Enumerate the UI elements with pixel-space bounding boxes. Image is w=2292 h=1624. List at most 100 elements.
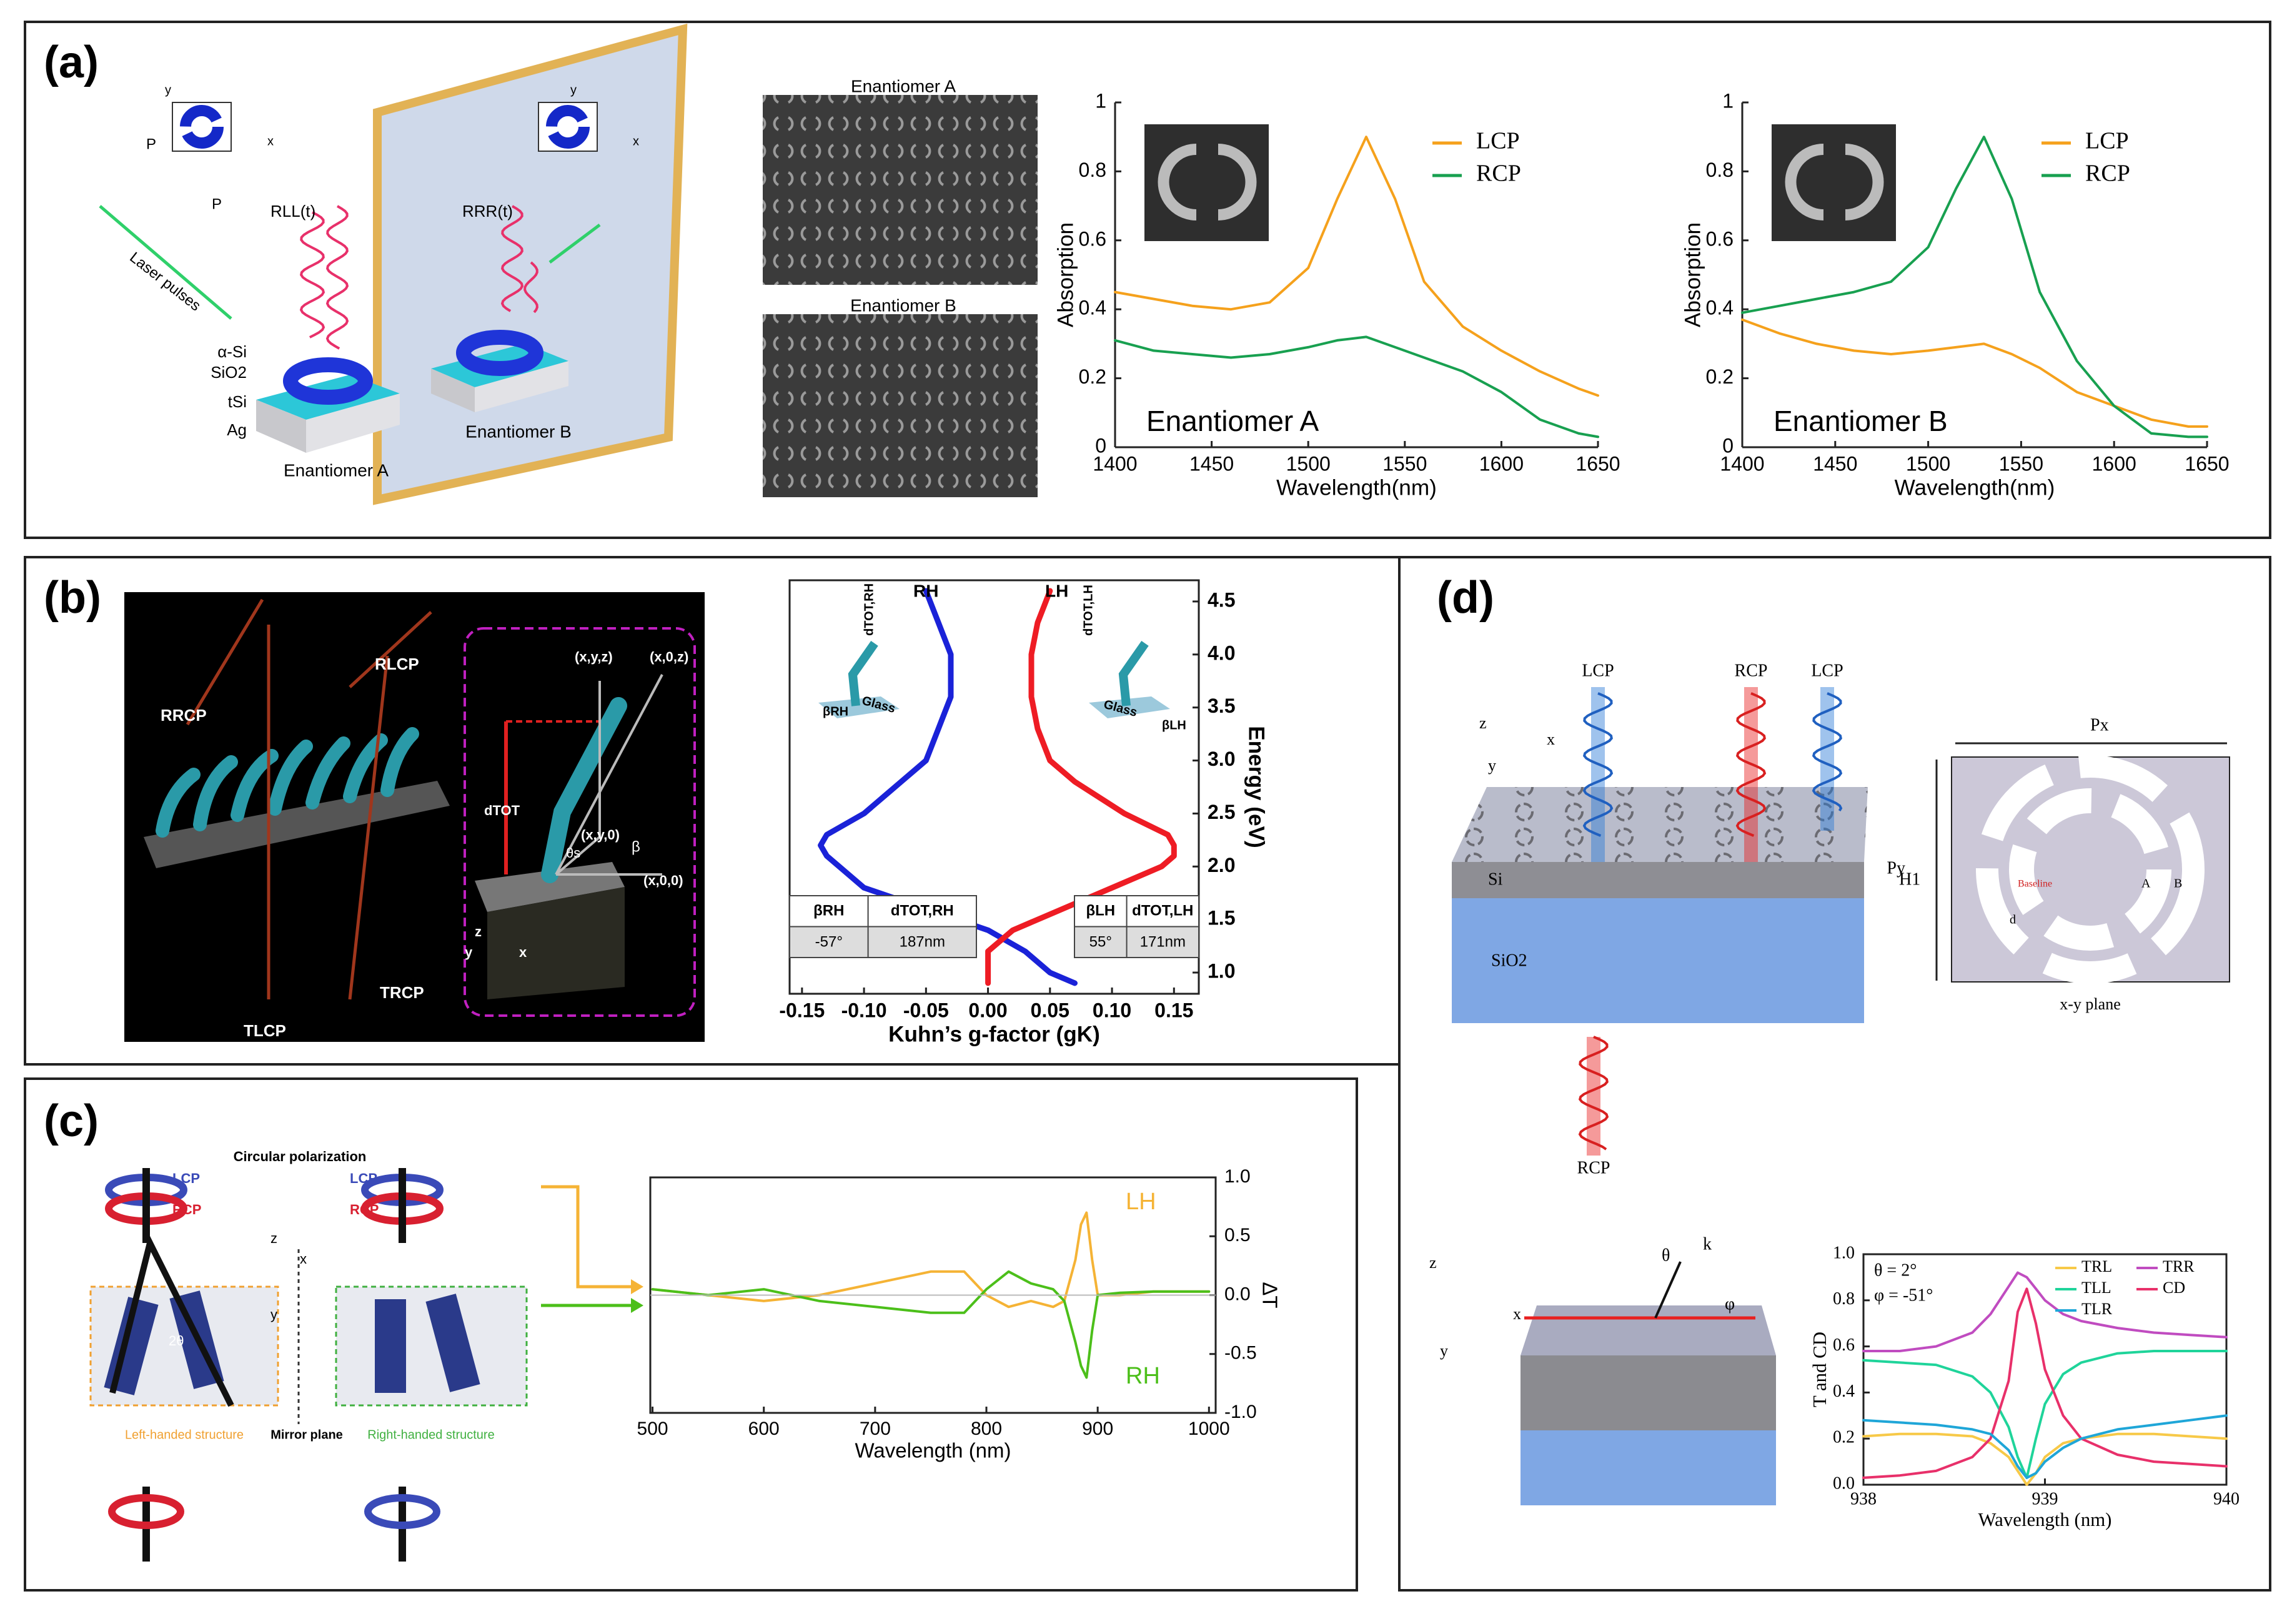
table-header: dTOT,RH: [891, 902, 954, 919]
label: k: [1703, 1234, 1712, 1254]
y-tick-label: 0.5: [1224, 1225, 1251, 1245]
x-tick-label: 700: [860, 1419, 891, 1439]
y-tick-label: 0.2: [1079, 365, 1106, 388]
y-tick-label: 0.4: [1706, 297, 1734, 319]
label: y: [270, 1307, 277, 1322]
y-tick-label: 3.5: [1208, 695, 1235, 717]
label: TLCP: [244, 1021, 286, 1040]
y-tick-label: 0.2: [1706, 365, 1734, 388]
series-line: [651, 1211, 1211, 1309]
sem-ring: [1785, 144, 1884, 220]
table-header: βRH: [813, 902, 844, 919]
label: tSi: [228, 392, 247, 411]
series-label: RH: [913, 581, 938, 600]
label: x: [1547, 730, 1555, 748]
series-line: [985, 588, 1177, 986]
label: (x,y,z): [575, 649, 613, 665]
label: Circular polarization: [234, 1149, 367, 1164]
x-tick-label: 1400: [1093, 452, 1137, 475]
label: LCP: [172, 1171, 200, 1186]
label: LCP: [1811, 661, 1843, 680]
panel-label: (d): [1437, 573, 1494, 623]
y-axis-label: ΔT: [1258, 1282, 1281, 1308]
label: Ag: [227, 420, 247, 439]
label: TRCP: [380, 983, 424, 1002]
table-cell: 171nm: [1140, 933, 1186, 950]
label: y: [1440, 1342, 1448, 1360]
label: x: [267, 134, 274, 148]
inset-label: βRH: [823, 705, 848, 718]
legend-label: TRR: [2163, 1257, 2195, 1275]
series-label: LH: [1126, 1189, 1156, 1215]
x-axis-label: Wavelength (nm): [1978, 1509, 2112, 1530]
x-tick-label: -0.10: [841, 999, 887, 1021]
y-tick-label: 0.6: [1079, 227, 1106, 250]
y-tick-label: 0.8: [1833, 1289, 1855, 1309]
y-axis-label: Energy (eV): [1244, 726, 1268, 848]
label: RRCP: [161, 706, 207, 725]
label: β: [632, 838, 640, 855]
x-tick-label: 939: [2032, 1490, 2058, 1509]
label: A: [2141, 877, 2151, 891]
series-line: [1862, 1287, 2228, 1479]
legend-label: LCP: [1476, 128, 1520, 154]
series-line: [1741, 318, 2208, 428]
label: Mirror plane: [270, 1428, 343, 1442]
y-tick-label: 4.5: [1208, 588, 1235, 611]
table-cell: 187nm: [900, 933, 945, 950]
label: z: [1479, 714, 1487, 732]
y-tick-label: 0.2: [1833, 1428, 1855, 1447]
label: y: [165, 83, 171, 97]
table-row: [789, 926, 977, 958]
x-tick-label: 1550: [1382, 452, 1427, 475]
label: α-Si: [217, 342, 247, 361]
label: LCP: [1582, 661, 1614, 680]
plot-frame: [788, 579, 1200, 995]
panel-label: (b): [44, 573, 101, 623]
annotation: θ = 2°: [1874, 1260, 1917, 1280]
label: φ: [1725, 1294, 1735, 1314]
label: RCP: [172, 1202, 201, 1217]
x-axis-label: Kuhn’s g-factor (gK): [888, 1022, 1100, 1046]
x-tick-label: 1450: [1189, 452, 1234, 475]
x-axis-label: Wavelength(nm): [1276, 475, 1437, 500]
annotation: Enantiomer A: [1146, 405, 1319, 437]
label: Py: [1887, 858, 1905, 878]
label: z: [1429, 1254, 1437, 1272]
label: RRR(t): [462, 202, 513, 220]
series-line: [1862, 1271, 2228, 1352]
wave: [1735, 692, 1767, 837]
x-tick-label: -0.15: [779, 999, 825, 1021]
panel-c-schematic: [89, 1168, 643, 1562]
x-tick-label: -0.05: [903, 999, 949, 1021]
wave: [500, 205, 524, 312]
x-tick-label: 0.05: [1031, 999, 1069, 1021]
x-tick-label: 1650: [2185, 452, 2229, 475]
y-tick-label: 0.4: [1079, 297, 1106, 319]
label: x: [300, 1251, 307, 1267]
y-tick-label: 3.0: [1208, 748, 1235, 770]
table-cell: 55°: [1089, 933, 1112, 950]
series-label: LH: [1045, 581, 1068, 600]
y-tick-label: 1.5: [1208, 907, 1235, 929]
label: Right-handed structure: [367, 1428, 494, 1442]
label: B: [2174, 877, 2182, 891]
x-axis-label: Wavelength (nm): [855, 1439, 1011, 1462]
label: 2θ: [169, 1333, 184, 1349]
y-tick-label: 0.8: [1079, 159, 1106, 181]
x-tick-label: 0.15: [1154, 999, 1193, 1021]
label: P: [146, 136, 156, 152]
inset-label: dTOT,RH: [862, 583, 876, 636]
label: (x,y,0): [581, 827, 620, 843]
x-tick-label: 1550: [1999, 452, 2043, 475]
x-tick-label: 600: [748, 1419, 780, 1439]
y-tick-label: -1.0: [1224, 1402, 1257, 1422]
y-tick-label: 2.0: [1208, 854, 1235, 876]
label: Baseline: [2018, 879, 2052, 889]
x-axis-label: Wavelength(nm): [1895, 475, 2055, 500]
series-line: [1862, 1432, 2228, 1486]
table-header: βLH: [1086, 902, 1115, 919]
label: Laser pulses: [126, 249, 204, 314]
label: Enantiomer A: [284, 460, 389, 480]
